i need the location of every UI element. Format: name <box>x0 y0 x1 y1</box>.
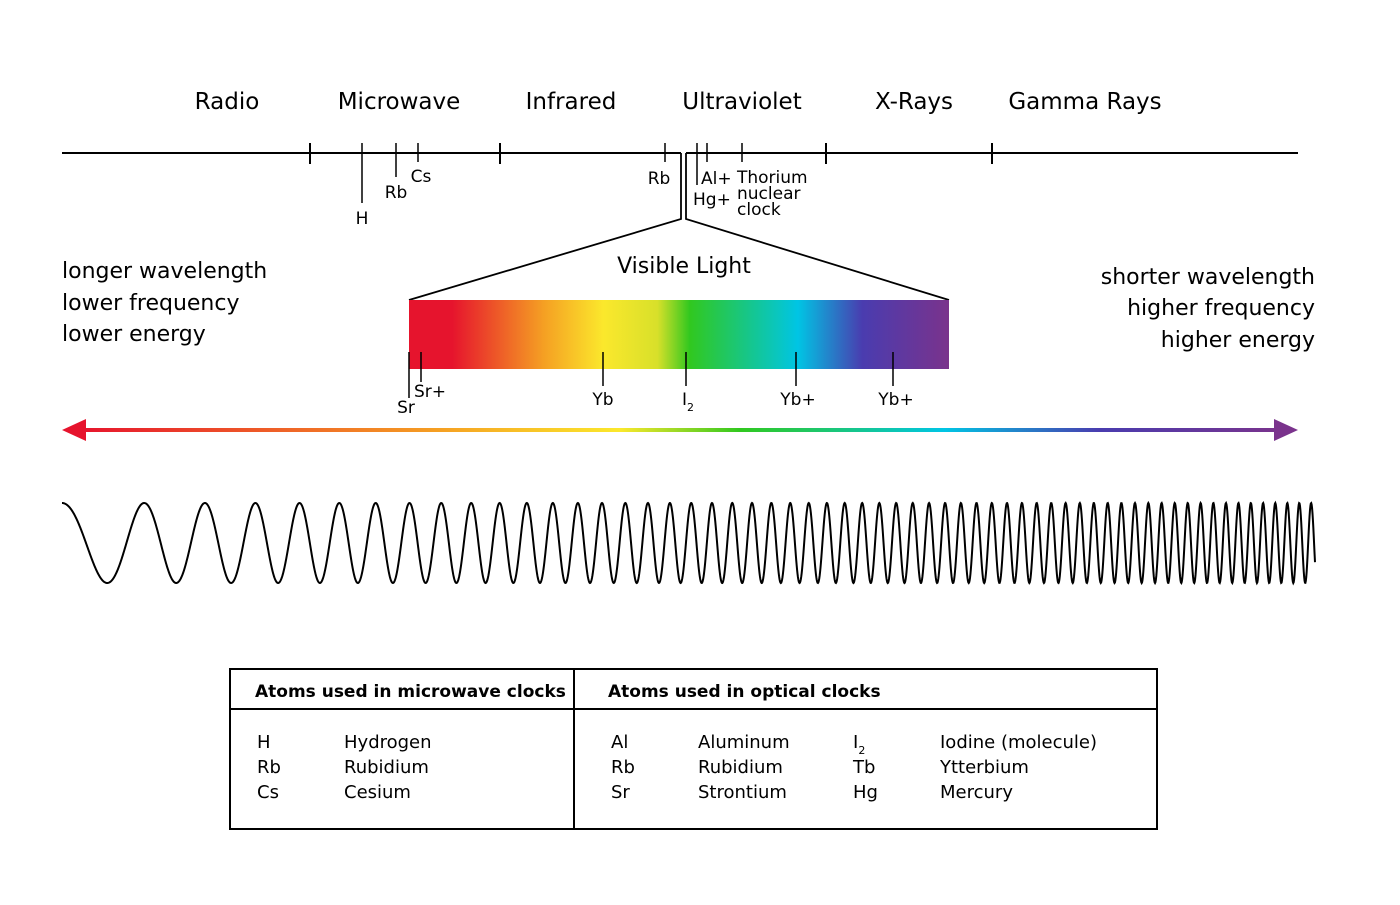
table-symbol: Al <box>611 732 628 753</box>
marker-label-hg-plus: Hg+ <box>693 190 731 210</box>
right-description: shorter wavelength higher frequency high… <box>1101 265 1315 353</box>
zoom-line-right <box>685 153 950 301</box>
microwave-header: Atoms used in microwave clocks <box>255 682 566 702</box>
table-symbol: Cs <box>257 782 279 803</box>
left-text-line: lower frequency <box>62 291 239 316</box>
table-name: Iodine (molecule) <box>940 732 1097 753</box>
band-microwave: Microwave <box>338 89 461 115</box>
visible-label-sr-plus: Sr+ <box>414 382 446 402</box>
visible-light-title: Visible Light <box>617 254 751 279</box>
visible-label-yb-plus: Yb+ <box>779 390 815 410</box>
visible-label-sr: Sr <box>397 398 415 418</box>
left-description: longer wavelength lower frequency lower … <box>62 259 267 347</box>
table-name: Mercury <box>940 782 1013 803</box>
frequency-wave <box>61 500 1316 586</box>
arrow-head-left <box>62 419 86 441</box>
table-name: Strontium <box>698 782 787 803</box>
table-symbol: Hg <box>853 782 878 803</box>
table-name: Cesium <box>344 782 411 803</box>
visible-label-i2: I2 <box>682 390 694 414</box>
table-name: Rubidium <box>698 757 783 778</box>
marker-label-nuclear: nuclear <box>737 184 800 204</box>
left-text-line: longer wavelength <box>62 259 267 284</box>
table-symbol-i2: I2 <box>853 732 865 757</box>
spectrum-axis <box>62 143 1298 301</box>
table-name: Rubidium <box>344 757 429 778</box>
marker-label-h: H <box>356 209 369 229</box>
table-border <box>229 668 1158 830</box>
marker-label-rb-ir: Rb <box>648 169 671 189</box>
wavelength-arrow <box>62 419 1298 441</box>
table-symbol: Sr <box>611 782 630 803</box>
band-radio: Radio <box>195 89 260 115</box>
spectrum-marker-labels: H Rb Cs Rb Al+ Hg+ Thorium nuclear clock <box>356 167 808 229</box>
band-gamma-rays: Gamma Rays <box>1008 89 1161 115</box>
marker-label-thorium: Thorium <box>736 168 808 188</box>
table-name: Aluminum <box>698 732 790 753</box>
table-symbol: Rb <box>611 757 635 778</box>
marker-label-al-plus: Al+ <box>701 169 732 189</box>
visible-marker-ticks <box>408 352 894 398</box>
marker-label-rb: Rb <box>385 183 408 203</box>
optical-header: Atoms used in optical clocks <box>608 682 881 702</box>
atoms-table: Atoms used in microwave clocks Atoms use… <box>229 668 1158 830</box>
marker-label-clock: clock <box>737 200 781 220</box>
left-text-line: lower energy <box>62 322 206 347</box>
band-x-rays: X-Rays <box>875 89 953 115</box>
right-text-line: higher energy <box>1161 328 1315 353</box>
zoom-line-left <box>408 153 682 301</box>
right-text-line: higher frequency <box>1127 296 1315 321</box>
visible-label-yb-plus: Yb+ <box>877 390 913 410</box>
table-symbol: H <box>257 732 271 753</box>
visible-label-yb: Yb <box>591 390 613 410</box>
table-symbol: Rb <box>257 757 281 778</box>
visible-marker-labels: Sr Sr+ Yb I2 Yb+ Yb+ <box>397 382 914 418</box>
band-labels: Radio Microwave Infrared Ultraviolet X-R… <box>195 89 1162 115</box>
band-infrared: Infrared <box>526 89 617 115</box>
table-name: Hydrogen <box>344 732 432 753</box>
table-symbol: Tb <box>852 757 875 778</box>
visible-spectrum-bar <box>409 300 949 369</box>
band-ultraviolet: Ultraviolet <box>682 89 801 115</box>
arrow-head-right <box>1274 419 1298 441</box>
table-name: Ytterbium <box>939 757 1029 778</box>
marker-label-cs: Cs <box>411 167 432 187</box>
arrow-shaft <box>80 428 1280 432</box>
right-text-line: shorter wavelength <box>1101 265 1315 290</box>
